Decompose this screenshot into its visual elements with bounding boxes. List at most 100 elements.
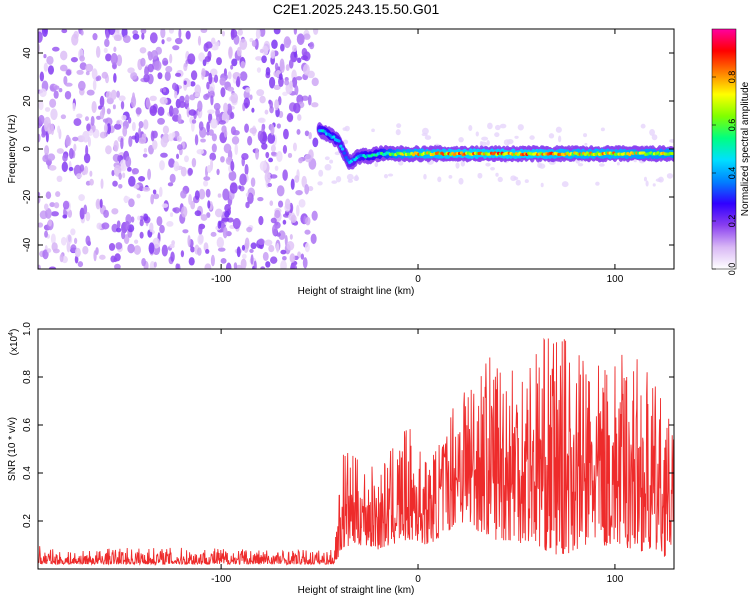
noise-speck <box>296 128 301 135</box>
noise-speck <box>47 219 52 227</box>
noise-speck <box>258 118 265 123</box>
noise-speck <box>116 120 120 125</box>
noise-speck <box>643 176 647 182</box>
noise-speck <box>125 156 132 168</box>
noise-speck <box>79 62 87 70</box>
noise-speck <box>162 125 170 135</box>
spectrogram-y-tick-label: 20 <box>22 95 33 107</box>
snr-x-tick-label: 100 <box>607 574 624 585</box>
noise-speck <box>200 29 208 34</box>
noise-speck <box>61 29 68 34</box>
noise-speck <box>217 247 226 252</box>
noise-speck <box>485 162 491 167</box>
noise-speck <box>255 56 263 61</box>
noise-speck <box>187 234 191 247</box>
noise-speck <box>239 173 247 186</box>
snr-multiplier-close: ) <box>9 329 20 332</box>
noise-speck <box>255 29 261 40</box>
spectrogram-xlabel: Height of straight line (km) <box>298 286 415 297</box>
noise-speck <box>302 63 310 76</box>
noise-speck <box>198 188 206 200</box>
noise-speck <box>92 33 98 41</box>
noise-speck <box>85 63 94 73</box>
noise-speck <box>43 203 49 211</box>
noise-speck <box>38 100 44 111</box>
noise-speck <box>149 222 154 233</box>
noise-speck <box>147 63 154 73</box>
noise-speck <box>172 45 180 51</box>
noise-speck <box>96 222 103 230</box>
noise-speck <box>47 153 56 161</box>
noise-speck <box>110 53 118 65</box>
noise-speck <box>191 157 197 168</box>
noise-speck <box>127 67 135 74</box>
noise-speck <box>186 106 190 118</box>
noise-speck <box>50 108 58 121</box>
noise-speck <box>113 34 122 42</box>
noise-speck <box>222 226 228 239</box>
snr-axes: -100 0 100 0.2 0.4 0.6 0.8 1.0 <box>22 322 674 585</box>
noise-speck <box>210 118 218 129</box>
noise-speck <box>398 160 404 166</box>
noise-speck <box>494 132 500 138</box>
noise-speck <box>72 102 76 112</box>
noise-speck <box>230 92 239 104</box>
noise-speck <box>247 135 253 146</box>
noise-speck <box>540 182 544 188</box>
noise-speck <box>290 178 295 190</box>
noise-speck <box>161 203 169 208</box>
noise-speck <box>190 81 196 87</box>
noise-speck <box>275 242 280 253</box>
noise-speck <box>577 163 584 167</box>
noise-speck <box>312 137 319 148</box>
noise-speck <box>458 177 464 185</box>
noise-speck <box>219 77 226 86</box>
noise-speck <box>58 88 63 93</box>
noise-speck <box>238 185 242 190</box>
noise-speck <box>191 119 197 124</box>
noise-speck <box>276 150 283 163</box>
noise-speck <box>293 102 301 114</box>
noise-speck <box>273 84 281 91</box>
noise-speck <box>149 32 158 44</box>
noise-speck <box>257 130 263 142</box>
noise-speck <box>182 229 189 234</box>
colorbar-tick-label: 0.6 <box>727 119 737 132</box>
noise-speck <box>268 244 275 253</box>
noise-speck <box>423 173 427 180</box>
noise-speck <box>475 131 479 137</box>
noise-speck <box>134 132 140 144</box>
noise-speck <box>220 258 227 264</box>
noise-speck <box>253 260 257 269</box>
noise-speck <box>176 153 180 159</box>
noise-speck <box>147 51 152 57</box>
noise-speck <box>548 133 555 139</box>
noise-speck <box>166 220 174 227</box>
noise-speck <box>165 65 173 73</box>
noise-speck <box>135 107 142 115</box>
noise-speck <box>220 156 225 163</box>
noise-speck <box>116 54 123 67</box>
noise-speck <box>53 85 60 90</box>
noise-speck <box>99 110 105 120</box>
noise-speck <box>270 174 278 179</box>
noise-speck <box>190 70 198 81</box>
noise-speck <box>131 167 139 175</box>
noise-speck <box>105 145 112 155</box>
noise-speck <box>73 143 77 152</box>
noise-speck <box>169 53 173 64</box>
colorbar-ticks: 0.0 0.2 0.4 0.6 0.8 <box>712 71 737 275</box>
noise-speck <box>250 254 254 265</box>
noise-speck <box>134 239 139 244</box>
noise-speck <box>655 178 662 182</box>
noise-speck <box>285 38 292 45</box>
noise-speck <box>73 237 78 245</box>
noise-speck <box>110 89 117 100</box>
noise-speck <box>115 227 122 233</box>
noise-speck <box>111 208 119 215</box>
noise-speck <box>133 245 142 255</box>
noise-speck <box>64 90 72 100</box>
noise-speck <box>130 216 135 223</box>
noise-speck <box>233 262 238 269</box>
noise-speck <box>57 125 61 134</box>
